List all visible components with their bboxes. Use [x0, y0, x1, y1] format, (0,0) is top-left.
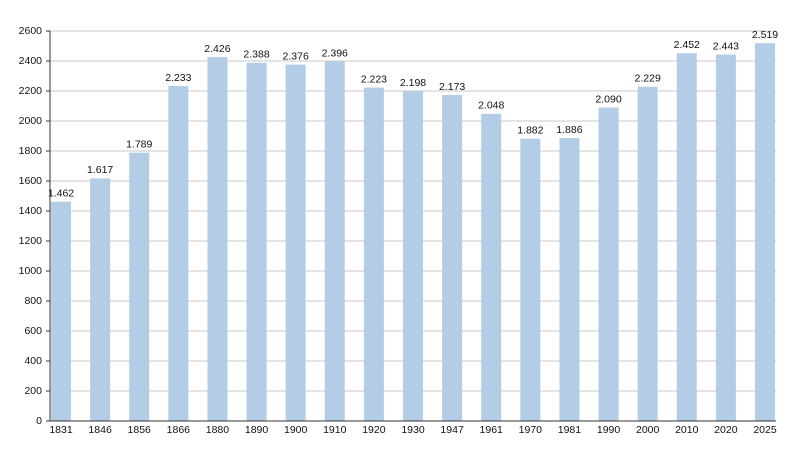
- bar: [246, 62, 267, 422]
- bar: [207, 57, 228, 421]
- x-tick-label: 1920: [362, 424, 386, 436]
- y-tick-label: 800: [24, 295, 42, 307]
- x-tick-label: 1866: [167, 424, 191, 436]
- value-label: 2.519: [752, 29, 778, 41]
- x-tick-label: 1930: [401, 424, 425, 436]
- x-tick-label: 1900: [284, 424, 308, 436]
- bar: [559, 138, 580, 421]
- y-tick-label: 2400: [19, 55, 43, 67]
- value-label: 2.198: [400, 77, 426, 89]
- bar: [481, 113, 502, 422]
- x-tick-label: 2010: [675, 424, 699, 436]
- bar: [285, 64, 306, 421]
- x-tick-label: 1961: [480, 424, 504, 436]
- bar: [442, 95, 463, 422]
- value-label: 1.617: [87, 164, 113, 176]
- bar: [520, 138, 541, 421]
- bar: [598, 107, 619, 421]
- x-tick-label: 2025: [753, 424, 777, 436]
- x-tick-label: 1970: [519, 424, 543, 436]
- y-tick-label: 1200: [19, 235, 43, 247]
- value-label: 1.789: [126, 138, 152, 150]
- bar: [637, 86, 658, 422]
- value-label: 2.173: [439, 81, 465, 93]
- value-label: 2.452: [674, 39, 700, 51]
- bar: [676, 53, 697, 421]
- y-tick-label: 1000: [19, 265, 43, 277]
- bar: [168, 86, 189, 422]
- x-tick-label: 1890: [245, 424, 269, 436]
- bar: [403, 91, 423, 422]
- x-tick-label: 1910: [323, 424, 347, 436]
- y-tick-label: 600: [24, 325, 42, 337]
- value-label: 2.396: [322, 47, 348, 59]
- value-label: 2.229: [635, 72, 661, 84]
- x-tick-label: 1947: [440, 424, 464, 436]
- y-tick-label: 0: [36, 415, 42, 427]
- value-label: 2.090: [595, 93, 621, 105]
- value-label: 2.233: [165, 72, 191, 84]
- bar: [755, 43, 775, 422]
- value-label: 2.223: [361, 73, 387, 85]
- y-tick-label: 1600: [19, 175, 43, 187]
- x-tick-label: 1990: [597, 424, 621, 436]
- x-tick-label: 2000: [636, 424, 660, 436]
- value-label: 2.426: [204, 43, 230, 55]
- y-tick-label: 2600: [19, 25, 43, 37]
- x-tick-label: 1880: [206, 424, 230, 436]
- x-tick-label: 1846: [88, 424, 112, 436]
- value-label: 1.882: [517, 124, 543, 136]
- value-label: 2.376: [283, 50, 309, 62]
- bar: [90, 178, 111, 421]
- y-tick-label: 1800: [19, 145, 43, 157]
- value-label: 1.886: [556, 124, 582, 136]
- bar: [129, 152, 150, 421]
- x-tick-label: 1981: [558, 424, 582, 436]
- bar: [715, 54, 736, 422]
- x-tick-label: 1831: [49, 424, 73, 436]
- bar: [324, 61, 345, 421]
- y-tick-label: 400: [24, 355, 42, 367]
- y-tick-label: 200: [24, 385, 42, 397]
- y-tick-label: 2200: [19, 85, 43, 97]
- value-label: 2.388: [243, 49, 269, 61]
- x-tick-label: 1856: [128, 424, 152, 436]
- value-label: 2.443: [713, 40, 739, 52]
- value-label: 1.462: [48, 187, 74, 199]
- bar: [51, 201, 71, 421]
- bar: [363, 87, 384, 422]
- y-tick-label: 2000: [19, 115, 43, 127]
- x-tick-label: 2020: [714, 424, 738, 436]
- y-tick-label: 1400: [19, 205, 43, 217]
- value-label: 2.048: [478, 100, 504, 112]
